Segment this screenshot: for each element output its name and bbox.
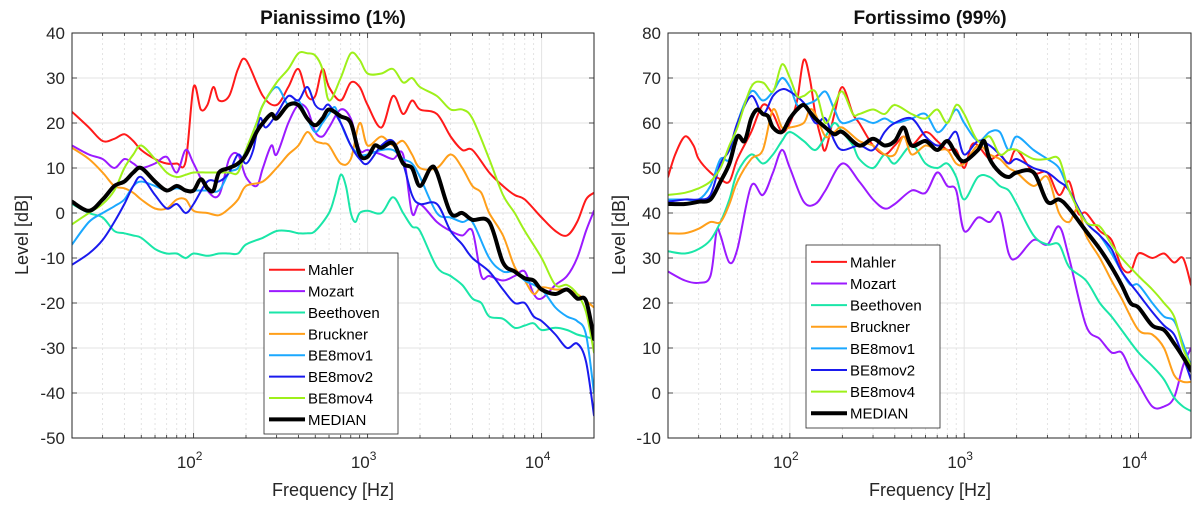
legend-item: BE8mov2 <box>269 369 373 386</box>
series-line-median <box>668 102 1191 373</box>
legend-label: MEDIAN <box>308 412 366 429</box>
y-tick-label: 10 <box>46 159 65 178</box>
y-tick-label: 20 <box>642 294 661 313</box>
y-tick-label: 60 <box>642 114 661 133</box>
legend-label: Bruckner <box>308 326 368 343</box>
x-tick-label: 104 <box>525 449 551 472</box>
legend-item: MEDIAN <box>811 406 908 423</box>
legend-label: BE8mov1 <box>308 348 373 365</box>
series-line-be8mov2 <box>668 87 1191 381</box>
legend-item: BE8mov2 <box>811 362 915 379</box>
series-line-median <box>72 101 594 341</box>
y-tick-label: -40 <box>40 384 65 403</box>
legend-item: BE8mov1 <box>811 341 915 358</box>
y-axis-label: Level [dB] <box>12 195 32 275</box>
y-tick-label: -50 <box>40 429 65 448</box>
y-tick-label: 50 <box>642 159 661 178</box>
y-tick-label: 40 <box>46 24 65 43</box>
series-line-beethoven <box>668 121 1191 412</box>
legend-item: Beethoven <box>269 305 380 322</box>
y-tick-label: 70 <box>642 69 661 88</box>
y-tick-label: 20 <box>46 114 65 133</box>
x-tick-label: 103 <box>947 449 973 472</box>
y-tick-label: 0 <box>56 204 65 223</box>
chart-title: Fortissimo (99%) <box>853 8 1006 29</box>
legend-item: Beethoven <box>811 298 922 315</box>
y-axis-label: Level [dB] <box>609 195 629 275</box>
series-line-beethoven <box>72 173 594 340</box>
series-line-bruckner <box>668 107 1191 384</box>
x-tick-label: 102 <box>773 449 799 472</box>
legend-item: Bruckner <box>811 319 910 336</box>
legend-label: Beethoven <box>850 298 922 315</box>
legend-item: BE8mov1 <box>269 348 373 365</box>
legend-label: BE8mov1 <box>850 341 915 358</box>
legend-label: BE8mov4 <box>850 384 915 401</box>
x-tick-label: 104 <box>1122 449 1148 472</box>
legend-box <box>263 252 399 435</box>
y-tick-label: 0 <box>652 384 661 403</box>
series-line-mozart <box>72 103 594 301</box>
series-group <box>668 58 1191 412</box>
y-tick-label: -10 <box>40 249 65 268</box>
legend-item: MEDIAN <box>269 412 366 429</box>
legend-item: Mozart <box>269 284 355 301</box>
series-line-mahler <box>72 57 594 237</box>
pianissimo-chart: -50 -40 -30 -20 -10 0 10 20 30 40 102 103 104 Pianis… <box>12 8 595 500</box>
fortissimo-chart: -10 0 10 20 30 40 50 60 70 80 102 103 104 Fortissimo… <box>609 8 1192 500</box>
legend: Mahler Mozart Beethoven Bruckner BE8mov1 BE8m… <box>805 244 941 429</box>
legend-label: BE8mov4 <box>308 390 373 407</box>
legend-label: BE8mov2 <box>308 369 373 386</box>
series-line-be8mov4 <box>668 63 1191 367</box>
x-axis-label: Frequency [Hz] <box>272 480 394 500</box>
legend-item: Mozart <box>811 276 897 293</box>
legend-item: Mahler <box>811 254 896 271</box>
legend: Mahler Mozart Beethoven Bruckner BE8mov1 BE8m… <box>263 252 399 435</box>
y-tick-label: 30 <box>46 69 65 88</box>
y-tick-label: 10 <box>642 339 661 358</box>
legend-item: Bruckner <box>269 326 368 343</box>
series-group <box>72 51 594 417</box>
y-tick-label: 80 <box>642 24 661 43</box>
legend-label: Bruckner <box>850 319 910 336</box>
series-line-be8mov4 <box>72 51 594 354</box>
axes-box <box>71 32 595 439</box>
y-tick-label: 30 <box>642 249 661 268</box>
legend-label: Mahler <box>308 262 354 279</box>
legend-box <box>805 244 941 429</box>
legend-item: Mahler <box>269 262 354 279</box>
y-tick-label: -30 <box>40 339 65 358</box>
series-line-mozart <box>668 149 1191 410</box>
series-line-be8mov2 <box>72 86 594 417</box>
x-tick-label: 102 <box>177 449 203 472</box>
legend-label: Mahler <box>850 254 896 271</box>
series-line-be8mov1 <box>668 76 1191 367</box>
chart-title: Pianissimo (1%) <box>260 8 406 29</box>
y-tick-label: -10 <box>636 429 661 448</box>
axes-box <box>667 32 1192 439</box>
legend-item: BE8mov4 <box>811 384 915 401</box>
x-axis-label: Frequency [Hz] <box>869 480 991 500</box>
y-tick-label: 40 <box>642 204 661 223</box>
legend-label: MEDIAN <box>850 406 908 423</box>
legend-label: Beethoven <box>308 305 380 322</box>
x-tick-label: 103 <box>351 449 377 472</box>
legend-label: Mozart <box>308 284 355 301</box>
legend-label: BE8mov2 <box>850 362 915 379</box>
legend-item: BE8mov4 <box>269 390 373 407</box>
y-tick-label: -20 <box>40 294 65 313</box>
legend-label: Mozart <box>850 276 897 293</box>
